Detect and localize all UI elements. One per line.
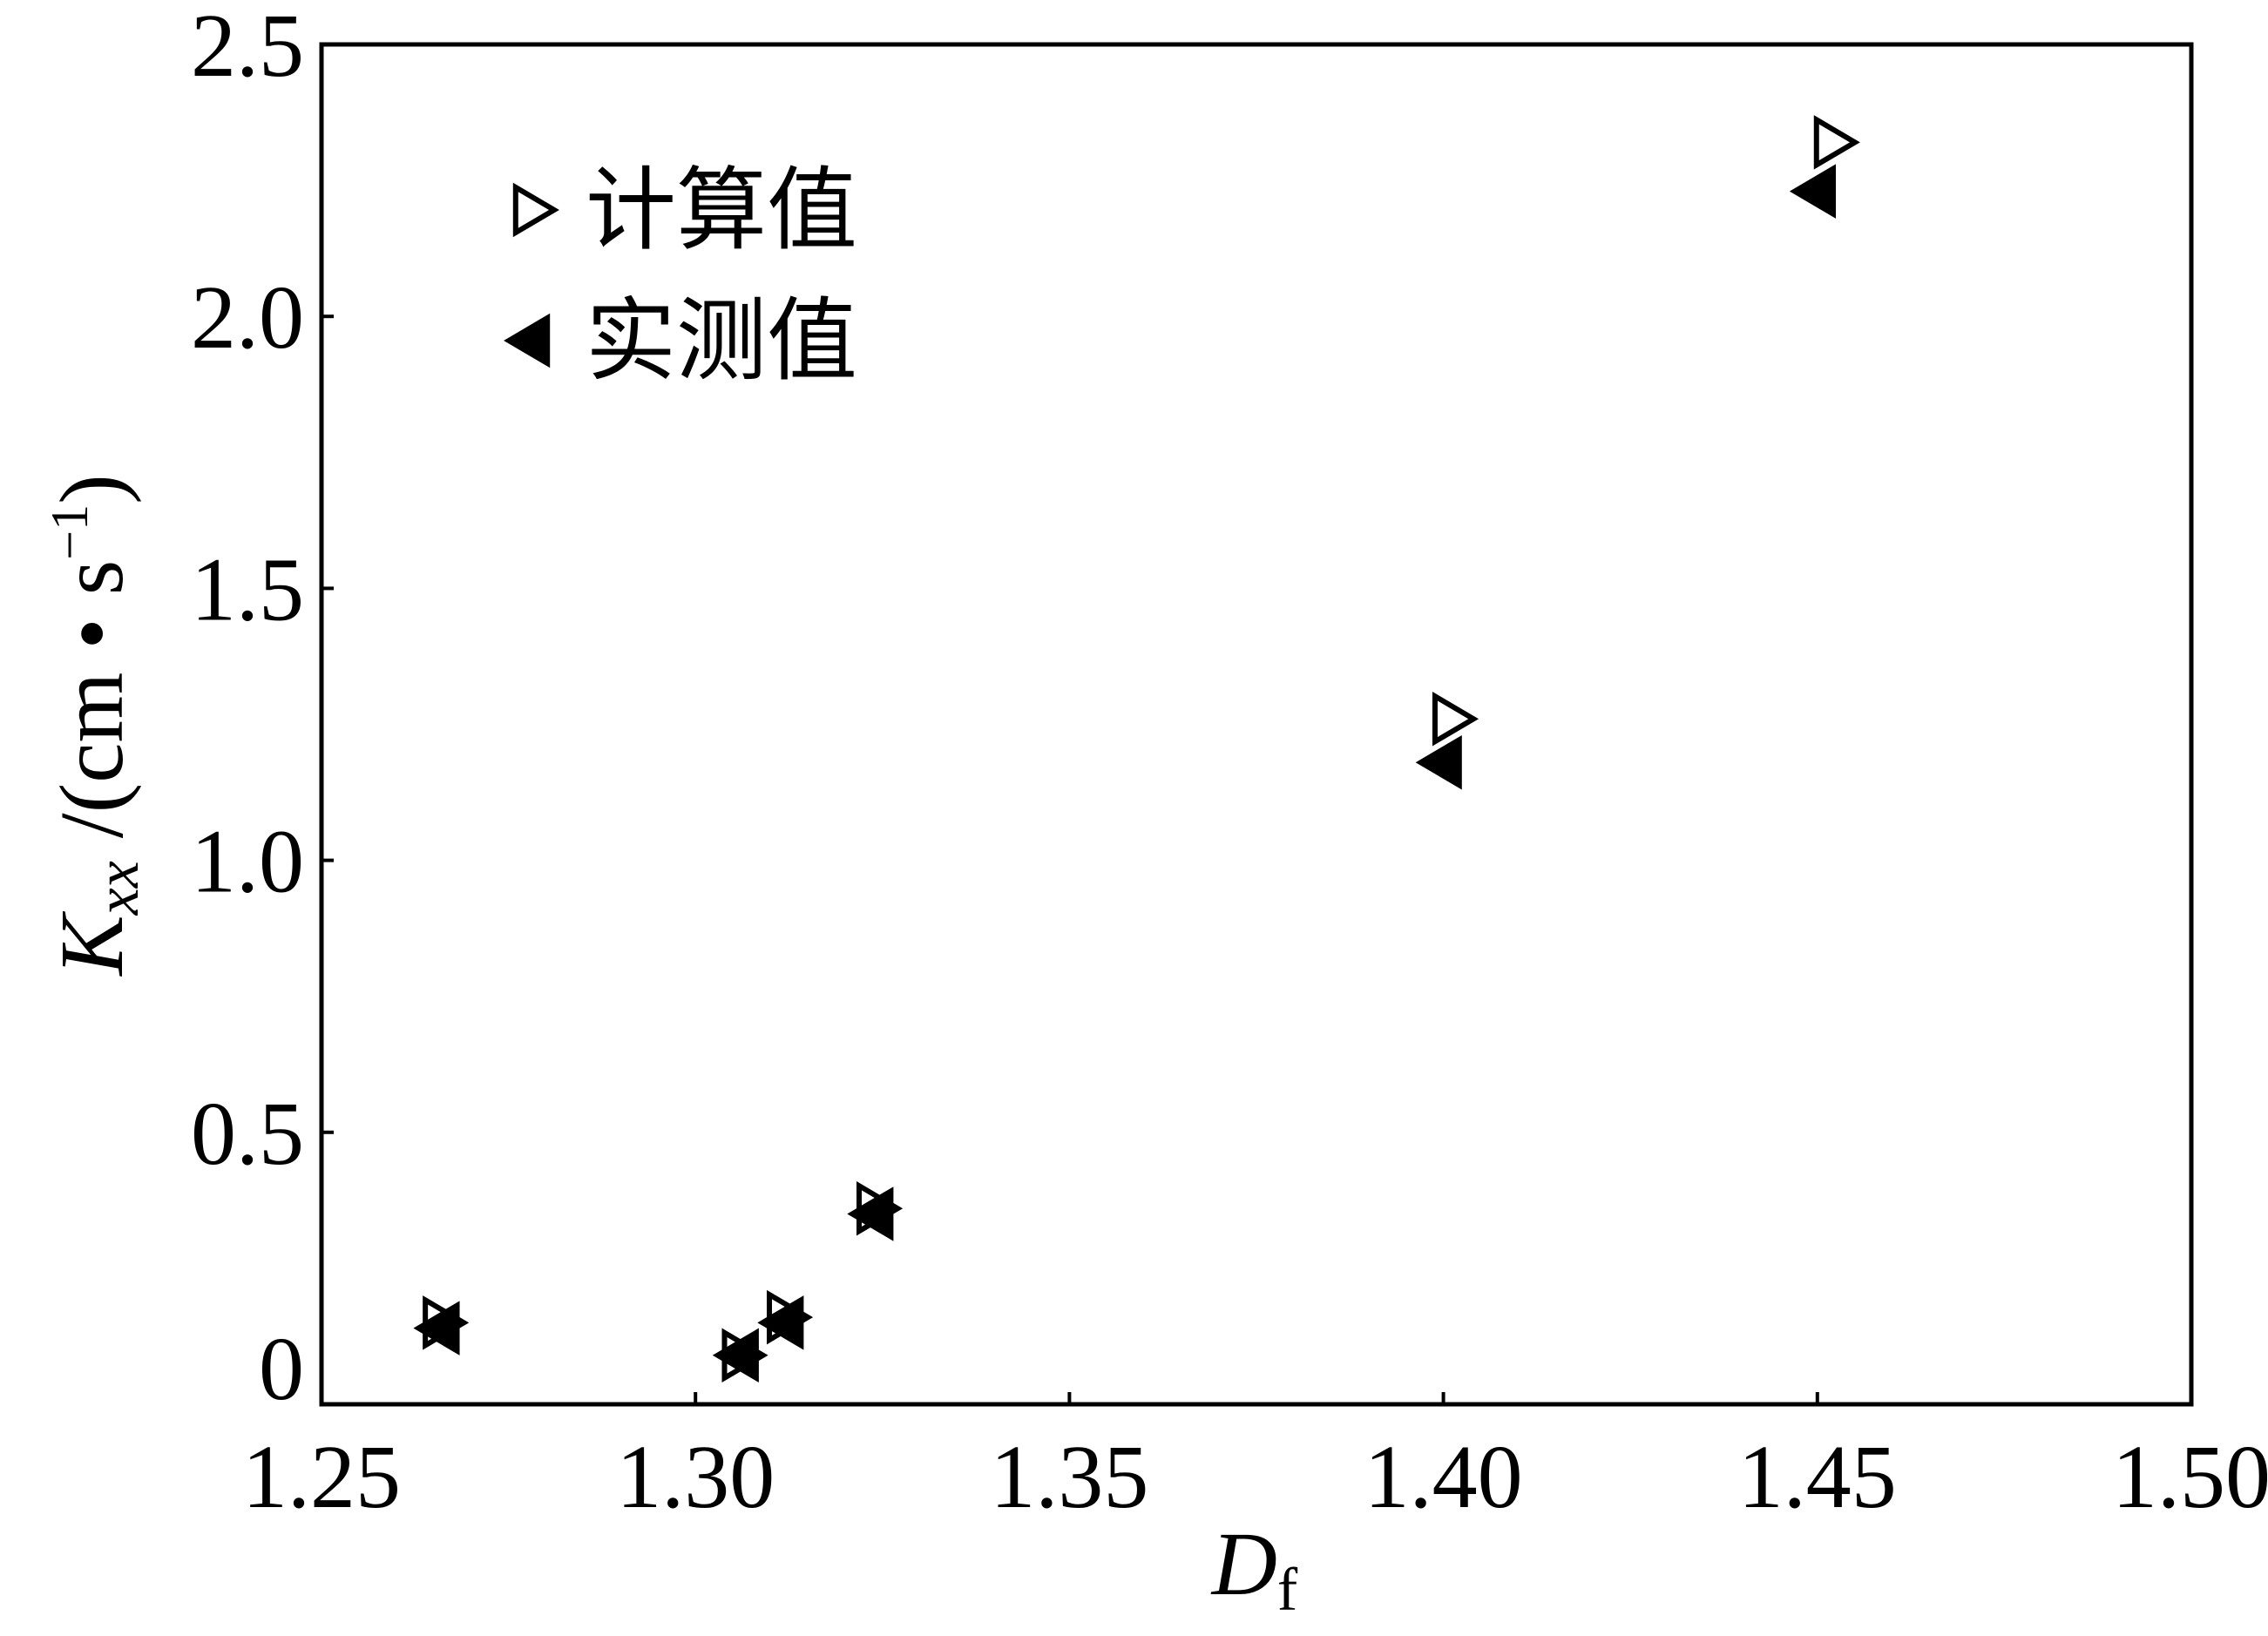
- x-label-sub: f: [1277, 1557, 1298, 1624]
- x-tick-label: 1.45: [1738, 1427, 1897, 1527]
- y-label-close: ): [42, 474, 142, 504]
- y-label-sub: xx: [85, 861, 152, 916]
- y-tick-label: 0: [259, 1319, 304, 1419]
- legend-label: 计算值: [586, 157, 857, 263]
- y-tick-label: 1.5: [191, 539, 304, 639]
- x-tick-label: 1.35: [990, 1427, 1148, 1527]
- y-tick-label: 1.0: [191, 812, 304, 912]
- legend-marker: [504, 313, 551, 368]
- legend-label: 实测值: [586, 287, 857, 394]
- marker: [1813, 115, 1860, 170]
- y-tick-label: 2.0: [191, 267, 304, 368]
- x-tick-label: 1.40: [1364, 1427, 1523, 1527]
- plot-frame: [319, 42, 2194, 1407]
- marker: [1432, 692, 1479, 747]
- y-label-sup: −1: [41, 504, 98, 560]
- y-label-main: K: [42, 911, 142, 977]
- marker: [1789, 164, 1836, 219]
- marker: [413, 1301, 460, 1355]
- marker: [1415, 734, 1462, 790]
- y-axis-label: Kxx /(cm • s−1): [41, 474, 152, 977]
- y-tick-label: 2.5: [191, 0, 304, 96]
- marker: [757, 1295, 804, 1350]
- y-label-unit: /(cm • s: [42, 560, 142, 861]
- marker: [847, 1186, 894, 1241]
- x-label-main: D: [1210, 1514, 1277, 1614]
- y-tick-label: 0.5: [191, 1084, 304, 1184]
- x-axis-label: Df: [1210, 1514, 1298, 1624]
- legend-marker: [512, 182, 559, 238]
- marker: [712, 1328, 759, 1383]
- x-tick-label: 1.25: [242, 1427, 401, 1527]
- x-tick-label: 1.50: [2112, 1427, 2268, 1527]
- x-tick-label: 1.30: [616, 1427, 775, 1527]
